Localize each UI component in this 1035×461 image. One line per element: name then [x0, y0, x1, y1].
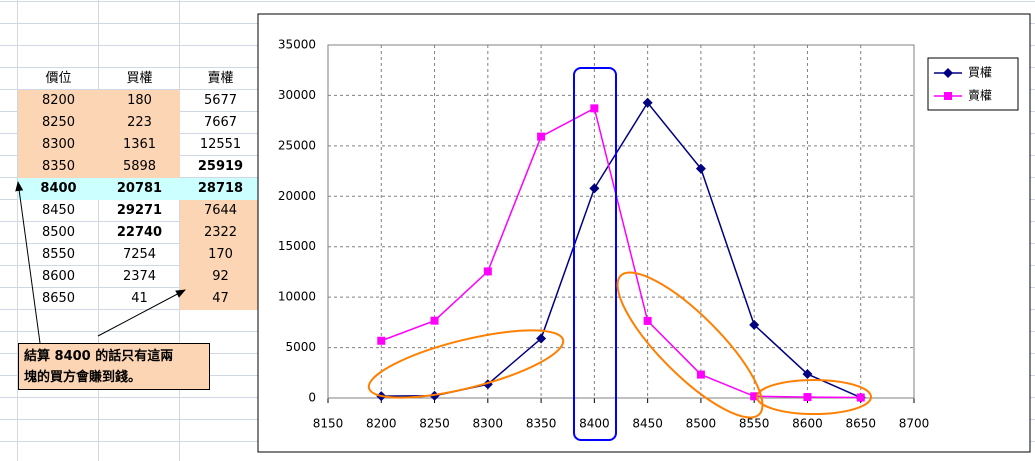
legend-marker — [944, 92, 952, 100]
legend-label: 買權 — [968, 66, 992, 80]
table-cell: 5898 — [99, 156, 180, 178]
table-cell: 20781 — [99, 178, 180, 200]
table-cell: 8250 — [18, 112, 99, 134]
table-cell: 170 — [180, 244, 261, 266]
point — [642, 97, 653, 108]
x-tick-label: 8400 — [579, 417, 610, 431]
table-cell: 8650 — [41, 291, 76, 306]
point — [696, 370, 705, 379]
point — [537, 132, 546, 141]
legend-label: 賣權 — [968, 88, 992, 103]
point — [483, 267, 492, 276]
table-cell: 7667 — [203, 115, 238, 130]
note-line: 塊的買方會賺到錢。 — [24, 370, 142, 385]
table-cell: 12551 — [199, 137, 242, 152]
y-tick-label: 0 — [308, 391, 316, 405]
point — [430, 316, 439, 325]
point — [856, 393, 865, 402]
point — [536, 333, 547, 344]
header-cell: 買權 — [126, 71, 153, 86]
highlight-box — [573, 67, 617, 441]
table-cell: 223 — [99, 112, 180, 134]
note-line: 結算 8400 的話只有這兩 — [24, 349, 174, 364]
y-tick-label: 15000 — [278, 239, 316, 253]
table-cell: 5677 — [203, 93, 238, 108]
table-cell: 2322 — [180, 222, 261, 244]
chart-frame — [257, 13, 1031, 453]
legend-marker — [943, 68, 953, 78]
y-tick-label: 30000 — [278, 88, 316, 102]
table-cell: 29271 — [116, 203, 163, 218]
table-cell: 8400 — [18, 178, 99, 200]
table-cell: 8600 — [41, 269, 76, 284]
highlight-ellipse — [367, 329, 565, 399]
y-tick-label: 20000 — [278, 189, 316, 203]
x-tick-label: 8200 — [366, 417, 397, 431]
table-cell: 1361 — [99, 134, 180, 156]
legend — [927, 57, 1019, 111]
table-cell: 8350 — [18, 156, 99, 178]
table-cell: 22740 — [116, 225, 163, 240]
point — [643, 316, 652, 325]
table-cell: 47 — [180, 288, 261, 310]
table-cell: 7644 — [180, 200, 261, 222]
x-tick-label: 8300 — [473, 417, 504, 431]
table-cell: 8200 — [18, 90, 99, 112]
point — [377, 336, 386, 345]
x-tick-label: 8150 — [313, 417, 344, 431]
y-tick-label: 10000 — [278, 290, 316, 304]
table-cell: 8450 — [41, 203, 76, 218]
table-cell: 7254 — [122, 247, 157, 262]
note: 結算 8400 的話只有這兩 塊的買方會賺到錢。 — [18, 343, 210, 390]
x-tick-label: 8350 — [526, 417, 557, 431]
point — [749, 319, 760, 330]
point — [750, 392, 759, 401]
table-cell: 8300 — [18, 134, 99, 156]
plot-area — [327, 44, 915, 399]
point — [803, 393, 812, 402]
table-cell: 8550 — [41, 247, 76, 262]
highlight-ellipse — [756, 379, 872, 415]
table-cell: 25919 — [197, 159, 244, 174]
y-tick-label: 25000 — [278, 138, 316, 152]
highlight-ellipse — [616, 271, 764, 419]
x-tick-label: 8550 — [739, 417, 770, 431]
series-line — [381, 107, 861, 399]
x-tick-label: 8700 — [899, 417, 930, 431]
x-tick-label: 8450 — [632, 417, 663, 431]
y-tick-label: 35000 — [278, 38, 316, 52]
point — [802, 369, 813, 380]
header-cell: 賣權 — [207, 71, 234, 86]
table-cell: 28718 — [180, 178, 261, 200]
table-cell: 2374 — [122, 269, 157, 284]
x-tick-label: 8600 — [792, 417, 823, 431]
table-cell: 41 — [131, 291, 148, 306]
arrow — [15, 181, 41, 344]
point — [590, 104, 599, 113]
arrow — [97, 289, 186, 337]
table-cell: 8500 — [41, 225, 76, 240]
x-tick-label: 8250 — [419, 417, 450, 431]
x-tick-label: 8500 — [686, 417, 717, 431]
y-tick-label: 5000 — [285, 340, 316, 354]
point — [589, 183, 600, 194]
header-cell: 價位 — [45, 71, 72, 86]
table-cell: 92 — [180, 266, 261, 288]
table-cell: 180 — [99, 90, 180, 112]
point — [695, 163, 706, 174]
x-tick-label: 8650 — [845, 417, 876, 431]
